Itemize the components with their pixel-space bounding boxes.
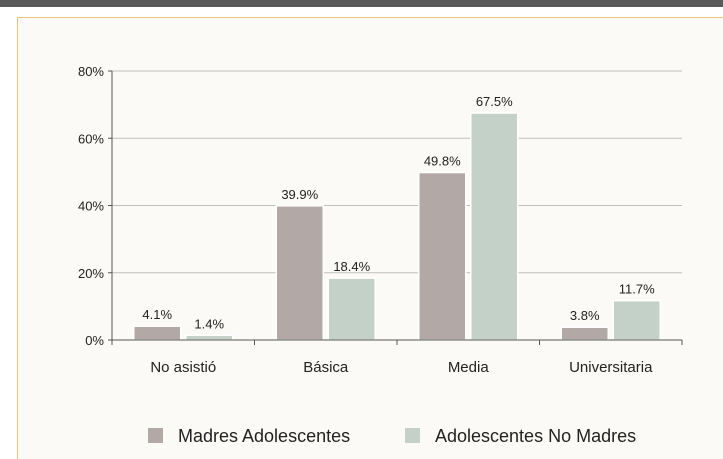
labels: 0% 20% 40% 60% 80% 4.1% 1.4% No asistió 39.9% 18.… [78, 64, 655, 376]
bar [560, 326, 609, 341]
data-label: 3.8% [570, 308, 600, 323]
legend-swatch [405, 428, 420, 443]
data-label: 18.4% [333, 259, 370, 274]
category-label: Básica [303, 359, 349, 376]
y-tick-label: 80% [78, 64, 104, 79]
category-label: Media [448, 359, 490, 376]
axes [108, 70, 683, 345]
data-label: 39.9% [281, 187, 318, 202]
chart-panel [17, 17, 723, 459]
gridlines [112, 70, 682, 274]
legend-label: Adolescentes No Madres [435, 426, 636, 446]
data-label: 11.7% [619, 282, 655, 297]
y-tick-label: 20% [78, 266, 104, 281]
y-tick-label: 40% [78, 199, 104, 214]
bar [418, 171, 467, 341]
top-bar [0, 0, 723, 7]
data-label: 1.4% [194, 316, 224, 331]
y-tick-label: 60% [78, 131, 104, 146]
data-label: 67.5% [476, 94, 513, 109]
data-label: 4.1% [142, 307, 172, 322]
category-label: No asistió [150, 359, 216, 376]
bar [185, 334, 234, 341]
bar [470, 112, 519, 341]
legend-label: Madres Adolescentes [178, 426, 350, 446]
y-tick-label: 0% [85, 333, 104, 348]
category-label: Universitaria [569, 359, 653, 376]
bar [275, 205, 324, 341]
bars [133, 112, 661, 341]
legend-swatch [148, 428, 163, 443]
bar [327, 277, 376, 341]
bar [133, 325, 182, 341]
bar [612, 299, 661, 341]
data-label: 49.8% [424, 154, 461, 169]
legend: Madres Adolescentes Adolescentes No Madre… [148, 426, 636, 446]
